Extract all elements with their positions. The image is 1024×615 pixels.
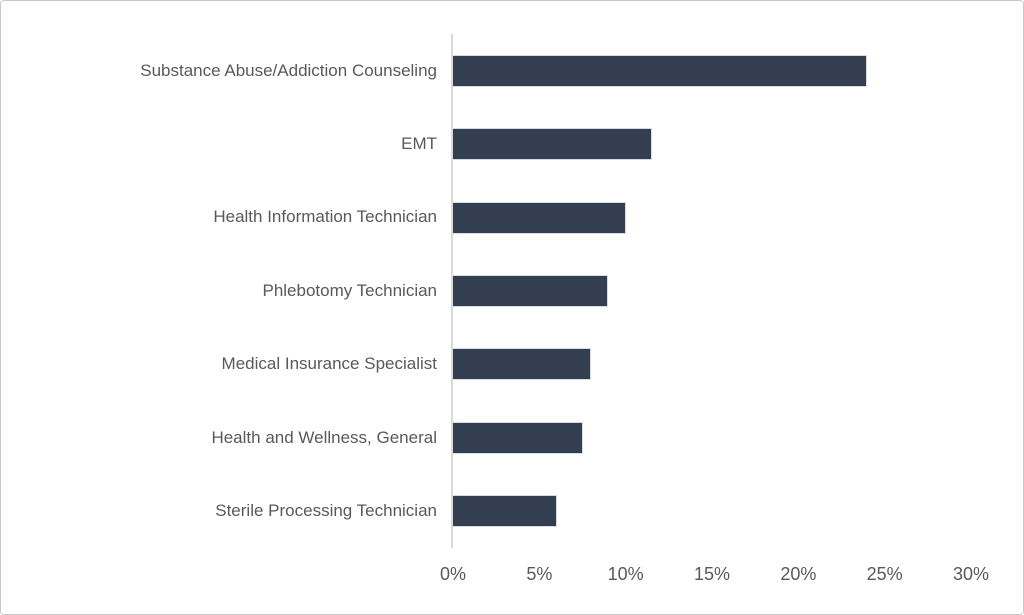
category-label: EMT <box>401 133 437 153</box>
bar <box>453 495 557 528</box>
category-label: Health and Wellness, General <box>211 427 437 447</box>
bar-track <box>451 180 971 255</box>
x-tick-label: 25% <box>866 564 903 584</box>
chart-row: Health and Wellness, General <box>1 401 971 475</box>
bar <box>453 54 868 87</box>
x-axis: 0% 5% 10% 15% 20% 25% 30% <box>440 548 989 608</box>
chart-row: Sterile Processing Technician <box>1 474 971 548</box>
chart-row: Medical Insurance Specialist <box>1 327 971 402</box>
x-tick-label: 0% <box>439 564 467 584</box>
chart-row: Phlebotomy Technician <box>1 254 971 328</box>
category-label: Sterile Processing Technician <box>215 501 437 521</box>
category-label: Phlebotomy Technician <box>262 280 437 300</box>
x-tick-label: 10% <box>607 564 644 584</box>
bar <box>453 348 592 381</box>
x-tick-label: 20% <box>780 564 817 584</box>
bar <box>453 128 652 161</box>
bar-track <box>451 327 971 402</box>
x-tick-label: 15% <box>693 564 731 584</box>
chart-row: EMT <box>1 107 971 181</box>
category-label: Medical Insurance Specialist <box>221 354 437 374</box>
bar <box>453 274 609 307</box>
bar-track <box>451 474 971 548</box>
x-tick-label: 5% <box>526 564 553 584</box>
category-label: Health Information Technician <box>213 207 437 227</box>
category-label: Substance Abuse/Addiction Counseling <box>140 60 437 80</box>
bar-track <box>451 401 971 475</box>
bar <box>453 201 626 234</box>
plot-area: Substance Abuse/Addiction Counseling EMT H… <box>1 34 971 548</box>
bar-track <box>451 34 971 108</box>
chart-row: Health Information Technician <box>1 180 971 255</box>
chart-row: Substance Abuse/Addiction Counseling <box>1 34 971 108</box>
bar-track <box>451 107 971 181</box>
x-tick-label: 30% <box>952 564 990 584</box>
bar-track <box>451 254 971 328</box>
bar <box>453 421 583 454</box>
